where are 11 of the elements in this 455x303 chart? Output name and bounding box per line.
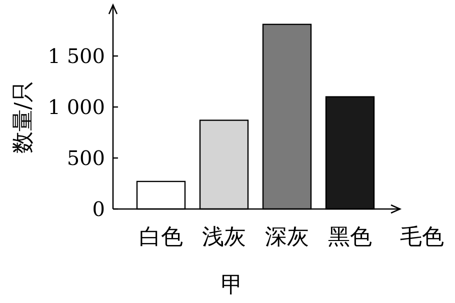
y-axis-title: 数量/只 xyxy=(11,80,36,154)
x-tick-label: 浅灰 xyxy=(202,225,246,250)
x-tick-label: 白色 xyxy=(139,225,183,250)
x-tick-label: 深灰 xyxy=(265,225,309,250)
y-tick-label: 500 xyxy=(66,146,105,170)
text: 甲 xyxy=(221,273,243,298)
y-tick-label: 1 000 xyxy=(48,95,105,119)
y-tick-label: 0 xyxy=(92,197,105,221)
x-tick-label: 黑色 xyxy=(328,225,372,250)
x-axis-title: 毛色 xyxy=(400,225,444,250)
y-tick-label: 1 500 xyxy=(48,44,105,68)
